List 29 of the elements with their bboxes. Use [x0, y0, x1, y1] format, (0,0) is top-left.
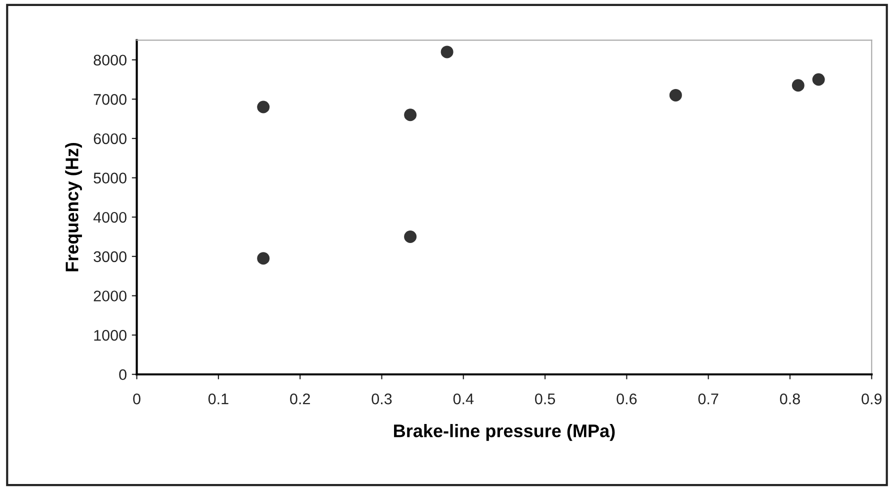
y-tick-label: 0	[119, 369, 126, 380]
point	[669, 88, 682, 102]
point	[404, 230, 417, 244]
x-tick-label: 0.4	[453, 394, 474, 404]
y-tick-label: 3000	[94, 251, 126, 262]
point	[440, 46, 454, 58]
x-tick-label: 0.9	[862, 394, 882, 404]
y-axis-title: Frequency (Hz)	[65, 142, 82, 272]
y-tick-label: 4000	[93, 212, 126, 223]
point	[257, 100, 270, 114]
point	[792, 79, 804, 92]
y-tick-label: 2000	[94, 290, 126, 302]
y-tick-label: 8000	[94, 54, 126, 66]
y-tick-label: 1000	[94, 330, 126, 341]
y-tick-label: 6000	[94, 133, 126, 144]
x-tick-label: 0.5	[535, 394, 556, 404]
x-tick-label: 0.1	[208, 394, 228, 404]
x-tick-label: 0	[133, 394, 140, 404]
x-tick-label: 0.6	[616, 394, 637, 404]
x-tick-label: 0.3	[372, 394, 392, 404]
y-tick-label: 5000	[94, 172, 126, 184]
x-axis-title: Brake-line pressure (MPa)	[394, 424, 615, 441]
y-tick-label: 7000	[94, 94, 126, 105]
point	[257, 252, 270, 265]
x-tick-label: 0.7	[698, 394, 718, 404]
point	[404, 108, 417, 122]
x-tick-label: 0.2	[290, 394, 310, 404]
point	[812, 73, 825, 86]
x-tick-label: 0.8	[780, 394, 800, 404]
